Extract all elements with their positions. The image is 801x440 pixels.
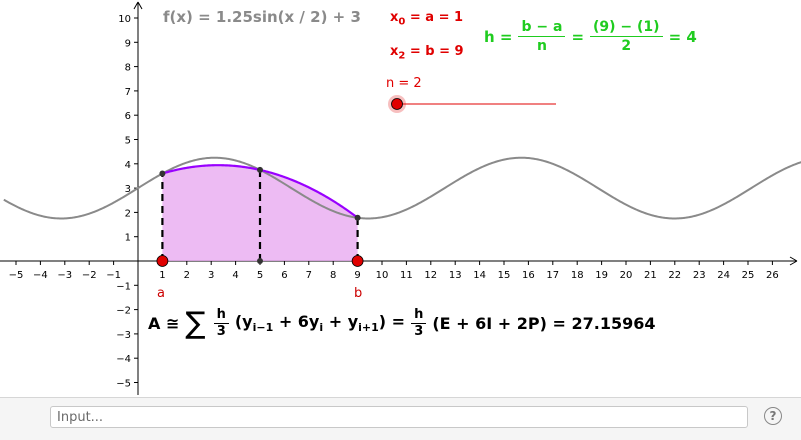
points: [156, 166, 364, 267]
x-tick-label: 11: [400, 270, 413, 281]
sigma-symbol: ∑: [185, 305, 206, 341]
node-point: [159, 170, 166, 177]
help-icon[interactable]: ?: [764, 407, 782, 425]
simpson-area: [162, 165, 358, 261]
input-field[interactable]: [50, 406, 748, 428]
x-tick-label: 24: [717, 270, 730, 281]
x-tick-label: 19: [595, 270, 608, 281]
function-curve: [3, 156, 801, 220]
x2-label: x2 = b = 9: [390, 44, 464, 62]
y-tick-label: 9: [125, 38, 131, 49]
x-tick-label: −3: [57, 270, 72, 281]
point-label-a: a: [157, 286, 165, 301]
point-label-b: b: [354, 286, 363, 301]
graph-canvas[interactable]: −5 −4 −3 −2 −1 1 2 3 4 5 6 7 8 9 10 11 12 13 14 15 16 17 18 19 2…: [0, 0, 801, 397]
y-axis-arrow: [133, 1, 143, 10]
midpoint: [257, 258, 263, 264]
y-tick-label: 4: [125, 160, 131, 171]
graphics-view[interactable]: −5 −4 −3 −2 −1 1 2 3 4 5 6 7 8 9 10 11 12 13 14 15 16 17 18 19 2…: [0, 0, 801, 397]
y-tick-label: 5: [125, 136, 131, 147]
x-tick-label: 20: [620, 270, 633, 281]
point-b: [351, 255, 364, 267]
n-slider[interactable]: [388, 95, 556, 113]
x-tick-label: −2: [82, 270, 97, 281]
x-tick-label: 10: [376, 270, 389, 281]
node-point: [257, 166, 263, 173]
y-tick-label: −4: [116, 354, 131, 365]
y-tick-label: 3: [125, 184, 131, 195]
x-tick-label: 6: [281, 270, 287, 281]
slider-label: n = 2: [386, 76, 422, 91]
area-result: (E + 6I + 2P) = 27.15964: [432, 314, 656, 333]
h-lhs: h =: [484, 27, 513, 46]
x-tick-label: 18: [571, 270, 584, 281]
x-tick-label: 5: [257, 270, 263, 281]
point-a: [156, 255, 169, 267]
x-tick-label: 23: [693, 270, 706, 281]
y-tick-label: −2: [116, 306, 131, 317]
x-tick-label: 7: [306, 270, 312, 281]
node-point: [354, 214, 361, 221]
x-tick-label: −4: [33, 270, 48, 281]
y-tick-label: 2: [125, 208, 131, 219]
y-tick-label: 7: [125, 87, 131, 98]
y-tick-label: −3: [116, 330, 131, 341]
x-axis-arrow: [789, 256, 798, 266]
x0-label: x0 = a = 1: [390, 10, 464, 28]
x-tick-label: 9: [354, 270, 360, 281]
y-tick-label: 6: [125, 111, 131, 122]
x-tick-label: 21: [644, 270, 657, 281]
x-tick-label: 16: [522, 270, 535, 281]
simpson-area-fill: [162, 165, 358, 261]
y-tick-label: −5: [116, 379, 131, 390]
x-tick-label: 13: [449, 270, 462, 281]
y-tick-label: 1: [125, 233, 131, 244]
function-graph: [3, 156, 801, 220]
ordinate-lines: [161, 169, 359, 261]
x-tick-label: 4: [232, 270, 238, 281]
x-tick-label: 12: [424, 270, 437, 281]
h-result: = 4: [668, 27, 697, 46]
y-tick-label: −1: [116, 281, 131, 292]
x-tick-label: 2: [184, 270, 190, 281]
x-tick-label: 22: [668, 270, 681, 281]
y-tick-label: 8: [125, 63, 131, 74]
fraction-values: (9) − (1) 2: [590, 18, 663, 55]
x-tick-label: −5: [9, 270, 24, 281]
y-tick-label: 10: [118, 14, 131, 25]
x-tick-label: 26: [766, 270, 779, 281]
x-tick-label: −1: [106, 270, 121, 281]
x-tick-label: 17: [546, 270, 559, 281]
x-tick-label: 25: [742, 270, 755, 281]
function-label: f(x) = 1.25sin(x / 2) + 3: [163, 8, 361, 26]
x-tick-label: 1: [159, 270, 165, 281]
axes: −5 −4 −3 −2 −1 1 2 3 4 5 6 7 8 9 10 11 12 13 14 15 16 17 18 19 2…: [0, 1, 798, 395]
slider-knob[interactable]: [391, 98, 403, 110]
x-tick-label: 14: [473, 270, 486, 281]
input-bar: ?: [0, 397, 801, 440]
x-tick-label: 3: [208, 270, 214, 281]
x-tick-label: 15: [498, 270, 511, 281]
x-tick-label: 8: [330, 270, 336, 281]
